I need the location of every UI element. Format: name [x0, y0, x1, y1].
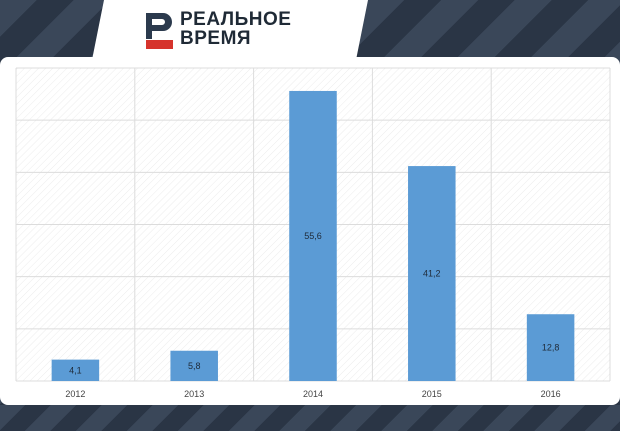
data-label-2012: 4,1: [69, 365, 82, 375]
brand-name-line2: ВРЕМЯ: [180, 28, 252, 49]
data-label-2015: 41,2: [423, 269, 441, 279]
data-labels: 4,1 5,8 55,6 41,2 12,8: [69, 231, 559, 375]
x-axis-ticks: 2012 2013 2014 2015 2016: [65, 389, 560, 399]
bar-2013: [170, 350, 218, 381]
bar-2012: [51, 359, 100, 381]
bar-2015: [408, 166, 456, 381]
x-tick-2013: 2013: [184, 389, 204, 399]
brand-name: РЕАЛЬНОЕ ВРЕМЯ: [180, 10, 291, 48]
logo-panel: [92, 0, 368, 60]
bar-2016: [526, 314, 575, 381]
x-tick-2016: 2016: [541, 389, 561, 399]
x-tick-2014: 2014: [303, 389, 323, 399]
data-label-2013: 5,8: [188, 361, 201, 371]
bar-chart: 4,1 5,8 55,6 41,2 12,8 2012 2013 2014 2015 2016: [15, 67, 611, 399]
x-tick-2015: 2015: [422, 389, 442, 399]
brand-logo-icon: [146, 13, 173, 49]
bars: [51, 90, 575, 381]
data-label-2014: 55,6: [304, 231, 322, 241]
brand-name-line1: РЕАЛЬНОЕ: [180, 9, 292, 30]
bar-2014: [289, 90, 337, 381]
footer-background: [0, 405, 620, 431]
data-label-2016: 12,8: [542, 343, 560, 353]
x-tick-2012: 2012: [65, 389, 85, 399]
